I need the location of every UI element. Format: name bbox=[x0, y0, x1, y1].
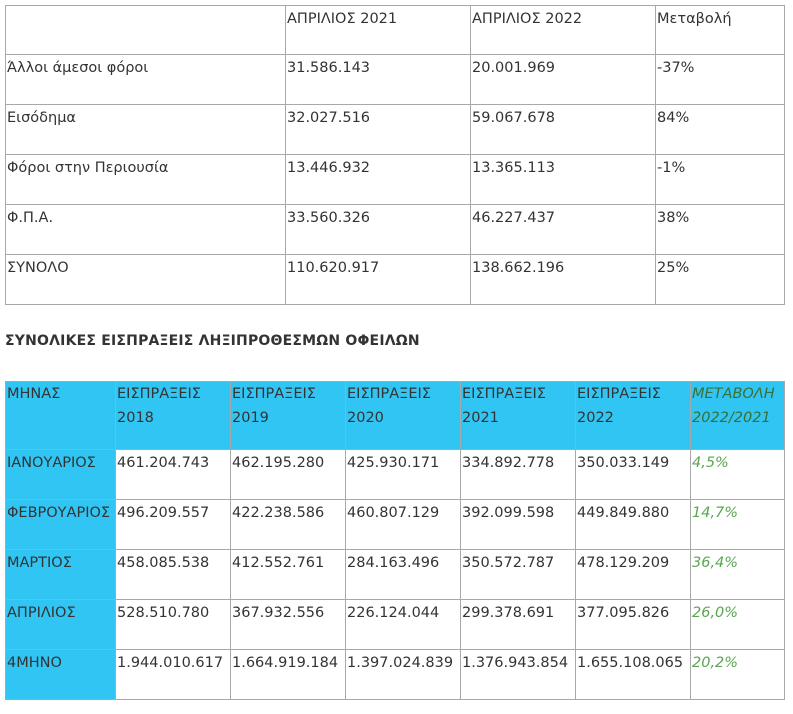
table-cell: 1.655.108.065 bbox=[575, 649, 691, 700]
table-row-total: ΣΥΝΟΛΟ 110.620.917 138.662.196 25% bbox=[5, 254, 785, 305]
table-cell: 25% bbox=[655, 254, 785, 305]
table-cell: -1% bbox=[655, 154, 785, 205]
row-label: Φ.Π.Α. bbox=[5, 204, 286, 255]
header-cell: ΕΙΣΠΡΑΞΕΙΣ 2020 bbox=[345, 381, 461, 450]
section-heading: ΣΥΝΟΛΙΚΕΣ ΕΙΣΠΡΑΞΕΙΣ ΛΗΞΙΠΡΟΘΕΣΜΩΝ ΟΦΕΙΛ… bbox=[5, 333, 420, 349]
table-cell: 449.849.880 bbox=[575, 499, 691, 550]
table-cell: 84% bbox=[655, 104, 785, 155]
header-cell: ΕΙΣΠΡΑΞΕΙΣ 2022 bbox=[575, 381, 691, 450]
table-cell: 299.378.691 bbox=[460, 599, 576, 650]
table-row: ΜΑΡΤΙΟΣ 458.085.538 412.552.761 284.163.… bbox=[5, 549, 785, 600]
table-cell: 1.376.943.854 bbox=[460, 649, 576, 700]
table-cell: 528.510.780 bbox=[115, 599, 231, 650]
table-cell: 33.560.326 bbox=[285, 204, 471, 255]
table-cell: 458.085.538 bbox=[115, 549, 231, 600]
table-cell: 422.238.586 bbox=[230, 499, 346, 550]
table-cell: 46.227.437 bbox=[470, 204, 656, 255]
row-label: Φόροι στην Περιουσία bbox=[5, 154, 286, 205]
header-cell: ΑΠΡΙΛΙΟΣ 2022 bbox=[470, 5, 656, 55]
table-row: Εισόδημα 32.027.516 59.067.678 84% bbox=[5, 104, 785, 155]
table-cell: 425.930.171 bbox=[345, 449, 461, 500]
row-label: Άλλοι άμεσοι φόροι bbox=[5, 54, 286, 105]
header-cell: ΕΙΣΠΡΑΞΕΙΣ 2019 bbox=[230, 381, 346, 450]
header-cell: Μεταβολή bbox=[655, 5, 785, 55]
table-cell: 478.129.209 bbox=[575, 549, 691, 600]
month-cell: ΜΑΡΤΙΟΣ bbox=[5, 549, 116, 600]
tax-revenue-table: ΑΠΡΙΛΙΟΣ 2021 ΑΠΡΙΛΙΟΣ 2022 Μεταβολή Άλλ… bbox=[5, 5, 785, 305]
table-cell: 38% bbox=[655, 204, 785, 255]
table-cell: 226.124.044 bbox=[345, 599, 461, 650]
table-row: Φόροι στην Περιουσία 13.446.932 13.365.1… bbox=[5, 154, 785, 205]
table-cell: 110.620.917 bbox=[285, 254, 471, 305]
table-cell: 392.099.598 bbox=[460, 499, 576, 550]
table-cell: 20.001.969 bbox=[470, 54, 656, 105]
change-cell: 26,0% bbox=[690, 599, 785, 650]
table-cell: 13.446.932 bbox=[285, 154, 471, 205]
change-cell: 14,7% bbox=[690, 499, 785, 550]
table-cell: 412.552.761 bbox=[230, 549, 346, 600]
table-header-row: ΑΠΡΙΛΙΟΣ 2021 ΑΠΡΙΛΙΟΣ 2022 Μεταβολή bbox=[5, 5, 785, 55]
header-cell: ΑΠΡΙΛΙΟΣ 2021 bbox=[285, 5, 471, 55]
month-cell: ΑΠΡΙΛΙΟΣ bbox=[5, 599, 116, 650]
row-label: ΣΥΝΟΛΟ bbox=[5, 254, 286, 305]
month-cell: 4ΜΗΝΟ bbox=[5, 649, 116, 700]
table-row-total: 4ΜΗΝΟ 1.944.010.617 1.664.919.184 1.397.… bbox=[5, 649, 785, 700]
change-cell: 36,4% bbox=[690, 549, 785, 600]
header-cell: ΕΙΣΠΡΑΞΕΙΣ 2021 bbox=[460, 381, 576, 450]
table-cell: -37% bbox=[655, 54, 785, 105]
month-cell: ΦΕΒΡΟΥΑΡΙΟΣ bbox=[5, 499, 116, 550]
table-cell: 1.944.010.617 bbox=[115, 649, 231, 700]
header-cell-month: ΜΗΝΑΣ bbox=[5, 381, 116, 450]
header-cell bbox=[5, 5, 286, 55]
table-cell: 350.572.787 bbox=[460, 549, 576, 600]
overdue-collections-table: ΜΗΝΑΣ ΕΙΣΠΡΑΞΕΙΣ 2018 ΕΙΣΠΡΑΞΕΙΣ 2019 ΕΙΣΠ… bbox=[5, 381, 785, 700]
table-header-row: ΜΗΝΑΣ ΕΙΣΠΡΑΞΕΙΣ 2018 ΕΙΣΠΡΑΞΕΙΣ 2019 ΕΙΣΠ… bbox=[5, 381, 785, 450]
table-cell: 334.892.778 bbox=[460, 449, 576, 500]
table-cell: 460.807.129 bbox=[345, 499, 461, 550]
month-cell: ΙΑΝΟΥΑΡΙΟΣ bbox=[5, 449, 116, 500]
table-row: ΙΑΝΟΥΑΡΙΟΣ 461.204.743 462.195.280 425.9… bbox=[5, 449, 785, 500]
table-cell: 1.664.919.184 bbox=[230, 649, 346, 700]
table-row: Φ.Π.Α. 33.560.326 46.227.437 38% bbox=[5, 204, 785, 255]
table-cell: 59.067.678 bbox=[470, 104, 656, 155]
header-cell-change: ΜΕΤΑΒΟΛΗ 2022/2021 bbox=[690, 381, 785, 450]
table-cell: 350.033.149 bbox=[575, 449, 691, 500]
table-cell: 32.027.516 bbox=[285, 104, 471, 155]
table-cell: 31.586.143 bbox=[285, 54, 471, 105]
table-cell: 13.365.113 bbox=[470, 154, 656, 205]
change-cell: 20,2% bbox=[690, 649, 785, 700]
table-cell: 138.662.196 bbox=[470, 254, 656, 305]
table-cell: 1.397.024.839 bbox=[345, 649, 461, 700]
table-cell: 461.204.743 bbox=[115, 449, 231, 500]
table-cell: 284.163.496 bbox=[345, 549, 461, 600]
change-cell: 4,5% bbox=[690, 449, 785, 500]
table-cell: 367.932.556 bbox=[230, 599, 346, 650]
header-cell: ΕΙΣΠΡΑΞΕΙΣ 2018 bbox=[115, 381, 231, 450]
table-cell: 462.195.280 bbox=[230, 449, 346, 500]
table-cell: 377.095.826 bbox=[575, 599, 691, 650]
table-row: ΦΕΒΡΟΥΑΡΙΟΣ 496.209.557 422.238.586 460.… bbox=[5, 499, 785, 550]
table-row: ΑΠΡΙΛΙΟΣ 528.510.780 367.932.556 226.124… bbox=[5, 599, 785, 650]
table-cell: 496.209.557 bbox=[115, 499, 231, 550]
table-row: Άλλοι άμεσοι φόροι 31.586.143 20.001.969… bbox=[5, 54, 785, 105]
row-label: Εισόδημα bbox=[5, 104, 286, 155]
